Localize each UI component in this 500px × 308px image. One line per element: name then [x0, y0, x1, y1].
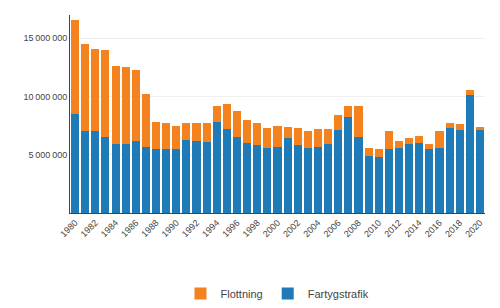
- svg-text:10 000 000: 10 000 000: [24, 92, 68, 102]
- svg-text:Flottning: Flottning: [221, 288, 263, 300]
- svg-text:1990: 1990: [160, 218, 181, 239]
- svg-text:1992: 1992: [180, 218, 201, 239]
- svg-text:15 000 000: 15 000 000: [24, 33, 68, 43]
- svg-text:2020: 2020: [463, 218, 484, 239]
- svg-text:5 000 000: 5 000 000: [29, 150, 68, 160]
- svg-text:2012: 2012: [382, 218, 403, 239]
- svg-text:Fartygstrafik: Fartygstrafik: [308, 288, 369, 300]
- svg-text:2004: 2004: [301, 218, 322, 239]
- svg-text:2008: 2008: [342, 218, 363, 239]
- svg-text:1986: 1986: [119, 218, 140, 239]
- svg-text:1982: 1982: [79, 218, 100, 239]
- svg-text:2002: 2002: [281, 218, 302, 239]
- svg-text:1998: 1998: [241, 218, 262, 239]
- svg-text:2014: 2014: [403, 218, 424, 239]
- svg-text:2016: 2016: [423, 218, 444, 239]
- svg-text:2018: 2018: [443, 218, 464, 239]
- svg-text:2000: 2000: [261, 218, 282, 239]
- svg-text:1988: 1988: [139, 218, 160, 239]
- svg-text:2010: 2010: [362, 218, 383, 239]
- svg-text:2006: 2006: [322, 218, 343, 239]
- svg-text:1984: 1984: [99, 218, 120, 239]
- svg-text:1996: 1996: [220, 218, 241, 239]
- svg-text:1980: 1980: [58, 218, 79, 239]
- svg-text:1994: 1994: [200, 218, 221, 239]
